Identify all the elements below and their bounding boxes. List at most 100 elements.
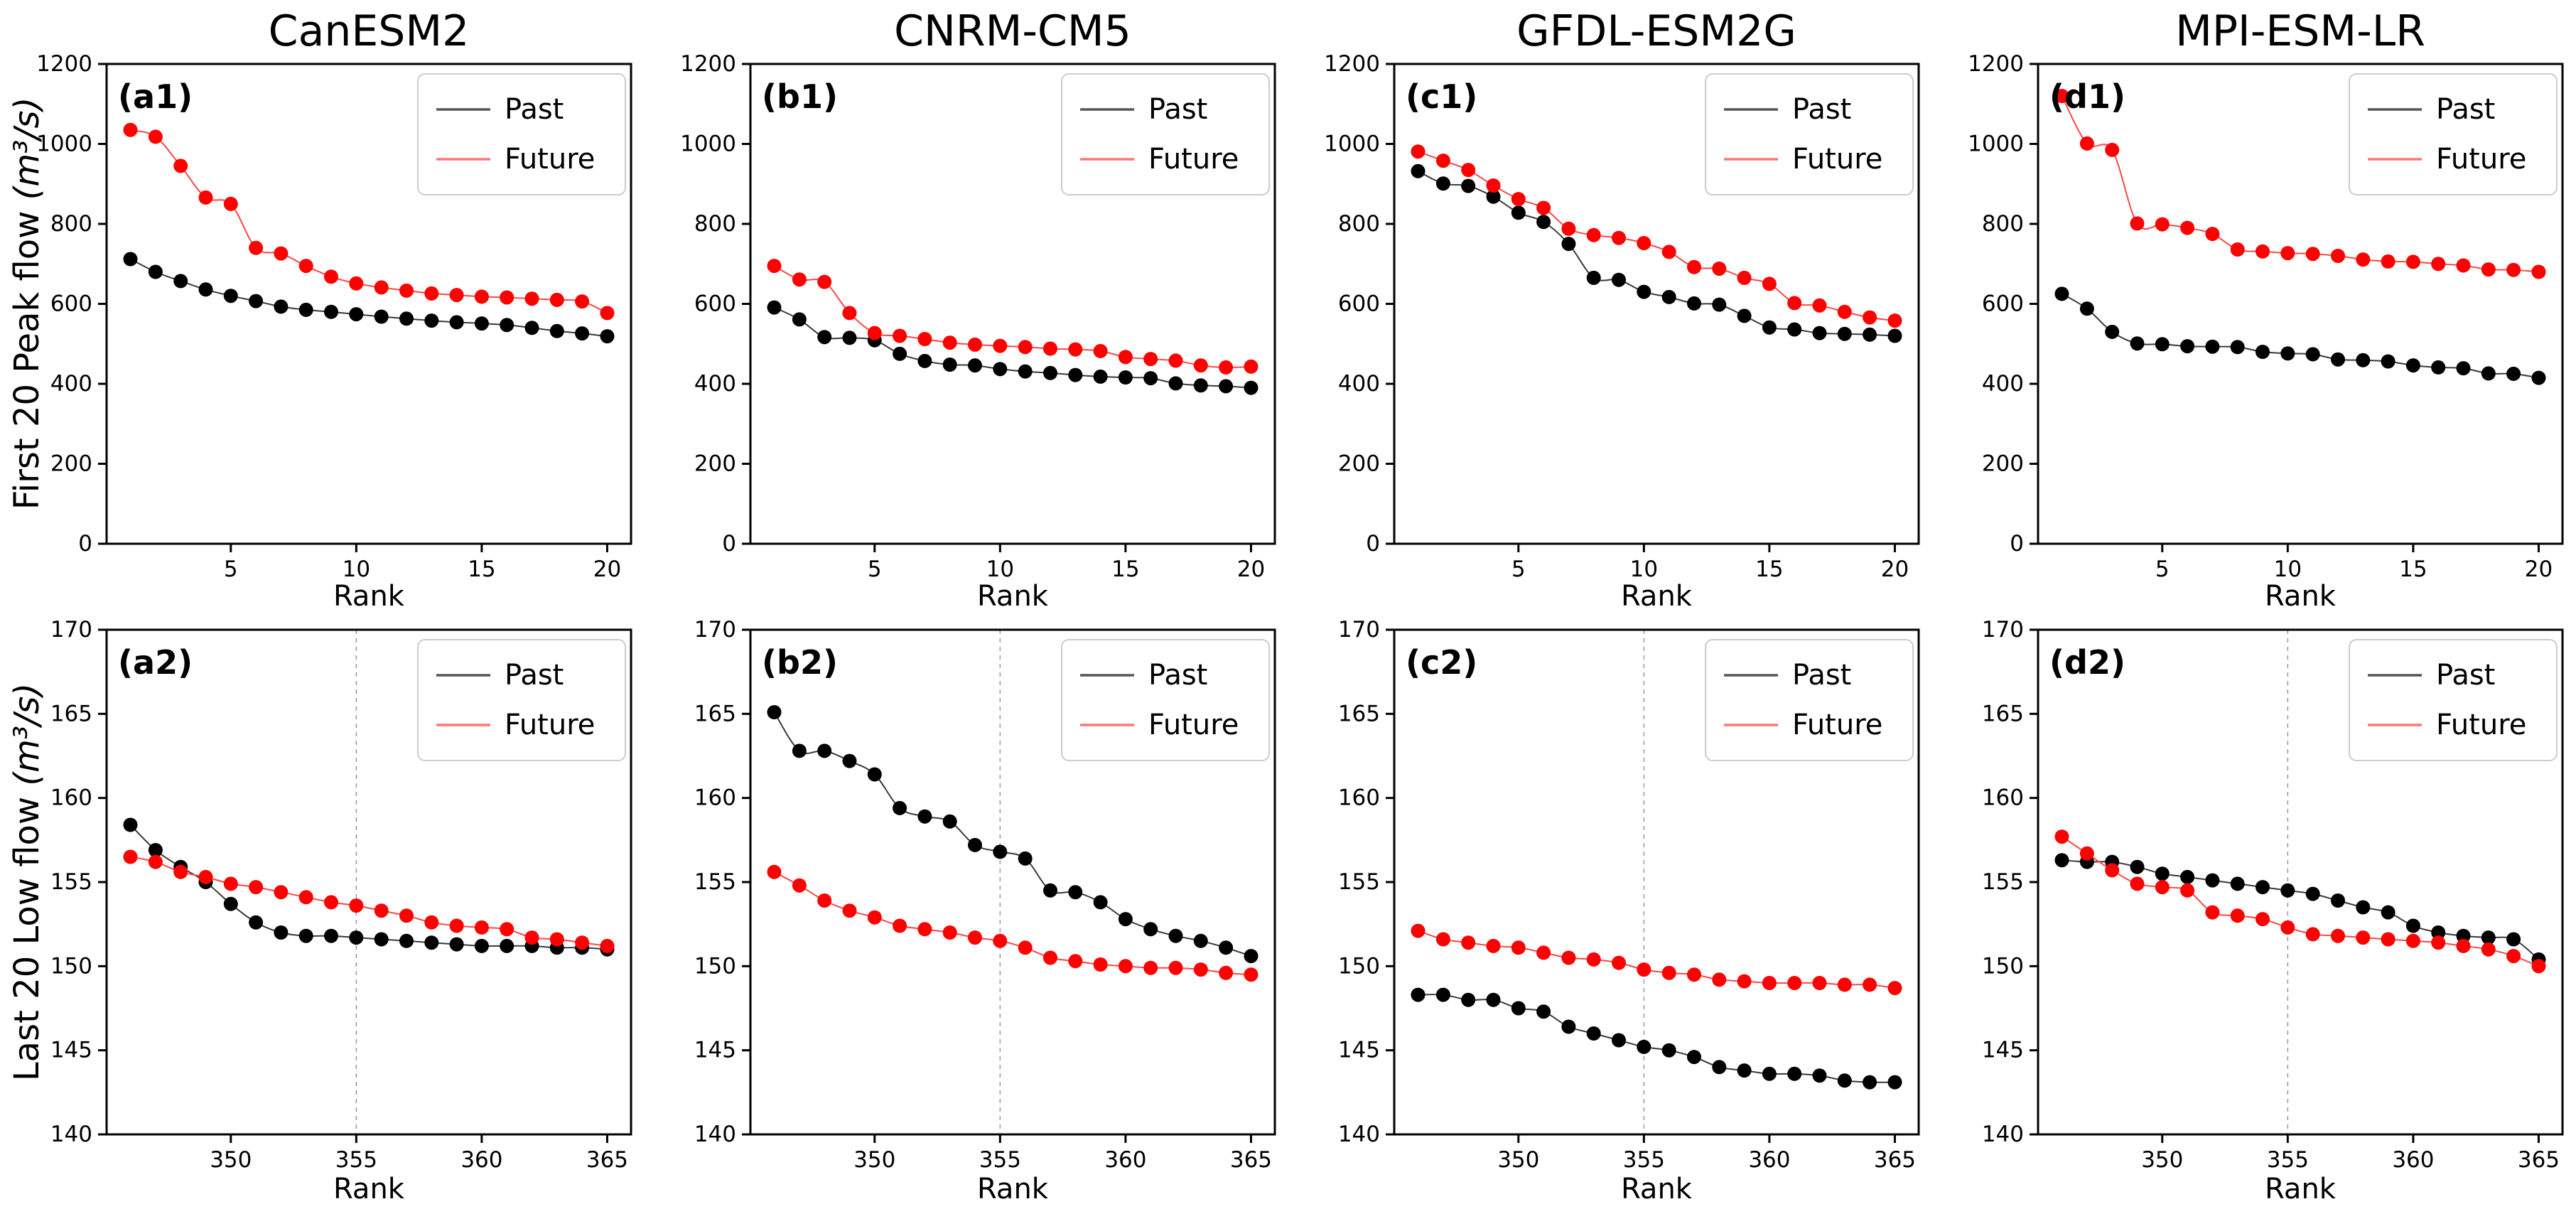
y-axis-ticks: 140 145 150 155 160 165 170 — [50, 617, 107, 1147]
svg-text:1000: 1000 — [680, 131, 736, 157]
x-axis-ticks: 350 355 360 365 — [2141, 1134, 2560, 1173]
panel-label: (d1) — [2049, 77, 2125, 116]
svg-text:5: 5 — [2155, 557, 2170, 582]
legend-label-past: Past — [2436, 659, 2495, 692]
x-axis-ticks: 5 10 15 20 — [224, 544, 621, 582]
points-future — [123, 849, 615, 953]
svg-text:160: 160 — [1338, 785, 1380, 811]
svg-text:1200: 1200 — [1324, 51, 1380, 77]
svg-text:165: 165 — [50, 701, 92, 726]
svg-text:0: 0 — [2010, 531, 2024, 557]
svg-text:400: 400 — [1338, 371, 1380, 397]
chart-panel-b2: 140 145 150 155 160 165 170 350 355 360 365 Rank (b2… — [694, 617, 1276, 1205]
legend-label-past: Past — [2436, 93, 2495, 126]
svg-text:400: 400 — [50, 371, 92, 397]
x-axis-label: Rank — [333, 580, 405, 607]
points-future — [1411, 144, 1902, 328]
chart-panel-b1: 0 200 400 600 800 1000 1200 5 10 15 20 Rank (b1) CNRM… — [680, 6, 1276, 607]
svg-text:1200: 1200 — [680, 51, 736, 77]
svg-text:165: 165 — [1338, 701, 1380, 726]
svg-text:170: 170 — [1338, 617, 1380, 643]
legend: Past Future — [417, 73, 626, 195]
svg-text:360: 360 — [2392, 1147, 2434, 1173]
x-axis-label: Rank — [977, 1173, 1049, 1205]
svg-text:145: 145 — [1338, 1038, 1380, 1063]
svg-text:800: 800 — [1982, 211, 2024, 237]
svg-text:170: 170 — [694, 617, 736, 643]
svg-text:800: 800 — [694, 211, 736, 237]
svg-text:200: 200 — [1338, 451, 1380, 477]
fit-line-future — [774, 871, 1251, 976]
fit-line-past — [1418, 994, 1895, 1083]
x-axis-label: Rank — [333, 1173, 405, 1205]
svg-text:10: 10 — [986, 557, 1014, 582]
svg-text:350: 350 — [853, 1147, 895, 1173]
panel-label: (d2) — [2049, 643, 2125, 682]
legend-label-past: Past — [1792, 93, 1851, 126]
chart-panel-c1: 0 200 400 600 800 1000 1200 5 10 15 20 Rank (c1) GFDL… — [1324, 6, 1920, 607]
svg-text:165: 165 — [694, 701, 736, 726]
points-past — [123, 817, 615, 957]
svg-text:150: 150 — [1338, 953, 1380, 979]
svg-text:0: 0 — [722, 531, 736, 557]
x-axis-ticks: 350 355 360 365 — [1497, 1134, 1916, 1173]
svg-text:160: 160 — [1982, 785, 2024, 811]
svg-text:150: 150 — [1982, 953, 2024, 979]
legend-label-past: Past — [505, 93, 564, 126]
y-axis-ticks: 0 200 400 600 800 1000 1200 — [1968, 51, 2038, 557]
svg-text:170: 170 — [50, 617, 92, 643]
y-axis-ticks: 140 145 150 155 160 165 170 — [694, 617, 750, 1147]
points-past — [767, 705, 1259, 964]
panel-label: (a2) — [118, 643, 193, 682]
points-past — [767, 300, 1259, 395]
svg-text:155: 155 — [1338, 869, 1380, 895]
svg-text:1000: 1000 — [1968, 131, 2024, 157]
svg-text:5: 5 — [224, 557, 238, 582]
svg-text:150: 150 — [694, 953, 736, 979]
svg-text:20: 20 — [593, 557, 621, 582]
legend: Past Future — [1061, 639, 1270, 761]
x-axis-label: Rank — [2265, 580, 2337, 607]
svg-text:200: 200 — [694, 451, 736, 477]
legend: Past Future — [1705, 73, 1914, 195]
svg-text:10: 10 — [2274, 557, 2302, 582]
legend: Past Future — [2349, 639, 2558, 761]
svg-text:600: 600 — [50, 291, 92, 317]
svg-text:200: 200 — [50, 451, 92, 477]
x-axis-ticks: 5 10 15 20 — [868, 544, 1265, 582]
legend-label-past: Past — [505, 659, 564, 692]
points-future — [1411, 923, 1902, 996]
svg-text:350: 350 — [1497, 1147, 1539, 1173]
svg-text:145: 145 — [1982, 1038, 2024, 1063]
chart-panel-d2: 140 145 150 155 160 165 170 350 355 360 365 Rank (d2… — [1982, 617, 2564, 1205]
y-axis-ticks: 140 145 150 155 160 165 170 — [1338, 617, 1394, 1147]
legend-label-past: Past — [1148, 93, 1207, 126]
svg-text:365: 365 — [1874, 1147, 1916, 1173]
x-axis-ticks: 5 10 15 20 — [2155, 544, 2553, 582]
chart-panel-c2: 140 145 150 155 160 165 170 350 355 360 365 Rank (c2… — [1338, 617, 1920, 1205]
svg-text:400: 400 — [1982, 371, 2024, 397]
chart-panel-d1: 0 200 400 600 800 1000 1200 5 10 15 20 Rank (d1) MPI-… — [1968, 6, 2564, 607]
points-past — [2054, 286, 2546, 385]
svg-text:170: 170 — [1982, 617, 2024, 643]
points-future — [123, 122, 615, 321]
svg-text:150: 150 — [50, 953, 92, 979]
svg-text:365: 365 — [1230, 1147, 1272, 1173]
fit-line-past — [774, 306, 1251, 389]
svg-text:1200: 1200 — [1968, 51, 2024, 77]
svg-text:145: 145 — [50, 1038, 92, 1063]
svg-text:20: 20 — [1237, 557, 1265, 582]
svg-text:1000: 1000 — [1324, 131, 1380, 157]
svg-text:800: 800 — [50, 211, 92, 237]
points-past — [1411, 163, 1902, 343]
svg-text:800: 800 — [1338, 211, 1380, 237]
svg-text:1200: 1200 — [36, 51, 92, 77]
legend-label-future: Future — [1148, 709, 1239, 741]
points-future — [767, 864, 1259, 982]
svg-text:155: 155 — [1982, 869, 2024, 895]
legend-label-future: Future — [1792, 709, 1882, 741]
svg-text:140: 140 — [694, 1122, 736, 1147]
svg-text:145: 145 — [694, 1038, 736, 1063]
legend-label-future: Future — [1148, 143, 1239, 176]
